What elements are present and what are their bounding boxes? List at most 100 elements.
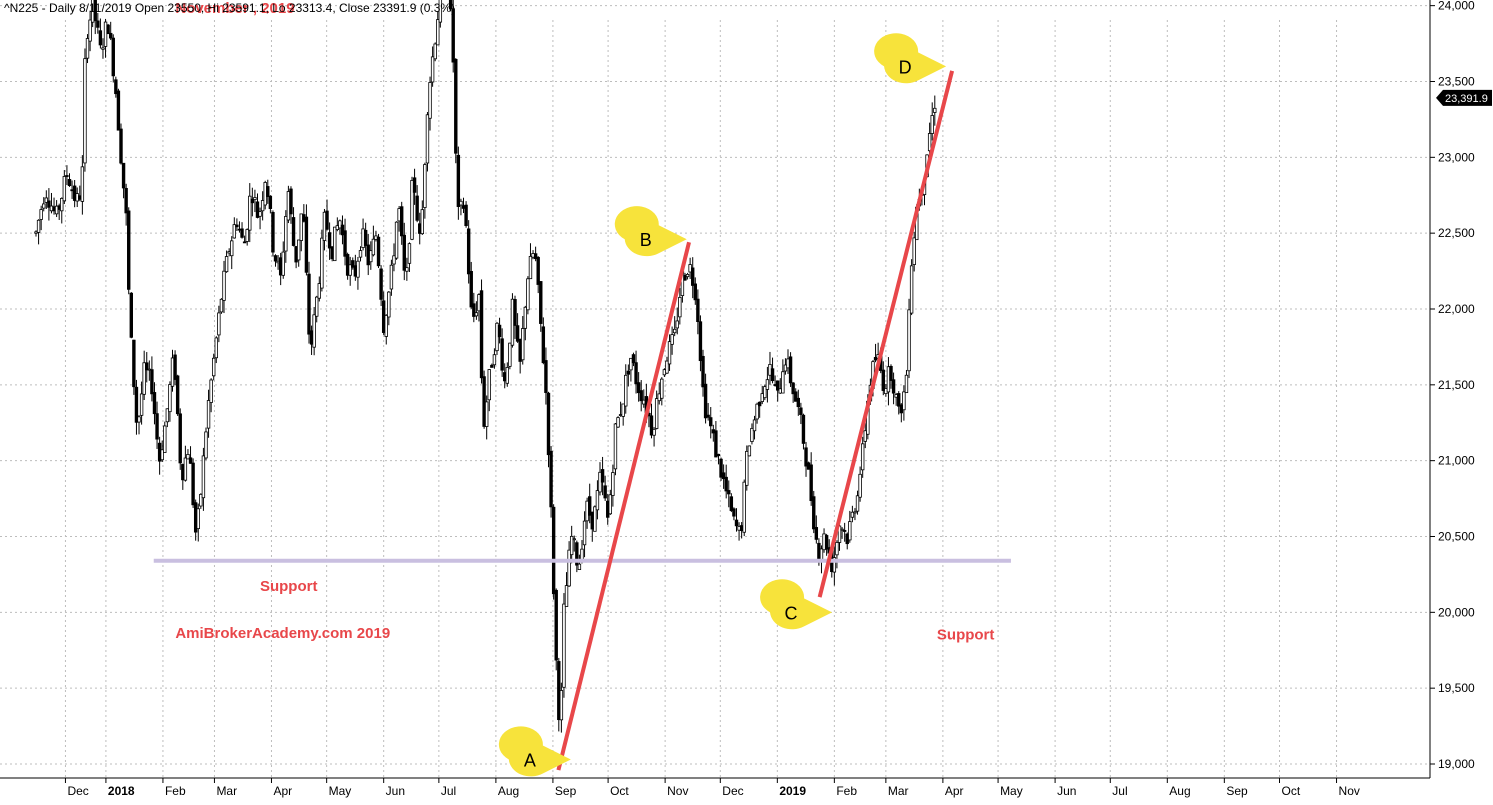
candle-body [508, 342, 512, 367]
candle-body [850, 511, 855, 518]
candle-body [42, 203, 46, 209]
candle-body [721, 472, 726, 480]
candle-body [678, 297, 682, 318]
candle-body [284, 216, 288, 252]
candle-body [757, 401, 762, 407]
candle-body [433, 43, 437, 60]
candle-body [575, 542, 579, 566]
candle-body [271, 211, 275, 253]
candle-body [212, 357, 216, 377]
candle-body [36, 219, 41, 233]
bubble-shape [874, 33, 947, 84]
candle-body [703, 383, 708, 419]
candle-body [196, 508, 200, 529]
candle-body [515, 325, 520, 342]
bubble-shape [760, 579, 833, 630]
candle-body [430, 56, 435, 83]
candle-body [902, 391, 906, 411]
candle-body [709, 417, 713, 427]
candle-body [675, 320, 679, 329]
y-tick-label: 20,500 [1438, 529, 1475, 543]
x-tick-label: May [1000, 784, 1023, 798]
candle-body [291, 217, 296, 246]
candle-body [909, 265, 914, 314]
candle-body [745, 450, 749, 486]
candle-body [742, 481, 746, 533]
candle-body [577, 563, 582, 570]
annotation-text: Support [937, 627, 995, 644]
candle-body [371, 238, 376, 256]
bubble-label: C [785, 603, 798, 623]
candle-body [155, 413, 159, 440]
candle-body [343, 230, 347, 257]
candle-body [752, 419, 757, 432]
annotations: ^N225Nikkei 225November , 2019Resistance… [175, 0, 995, 644]
x-tick-label: Mar [216, 784, 237, 798]
candle-body [119, 128, 123, 164]
candle-body [175, 375, 180, 415]
candle-body [83, 58, 87, 164]
candle-body [451, 8, 455, 63]
candle-body [719, 458, 723, 478]
candle-body [927, 133, 932, 152]
y-tick-label: 23,500 [1438, 74, 1475, 88]
candle-body [521, 328, 525, 361]
candle-body [469, 270, 473, 308]
candle-body [299, 213, 303, 241]
candle-body [536, 256, 540, 285]
candle-body [634, 362, 638, 385]
candle-body [428, 82, 432, 119]
candle-body [402, 234, 406, 271]
candle-body [526, 278, 530, 311]
candle-body [191, 462, 195, 506]
x-tick-label: Jun [386, 784, 405, 798]
candle-body [379, 268, 383, 300]
candle-body [770, 368, 775, 382]
candle-body [672, 328, 677, 334]
x-tick-label: Oct [610, 784, 629, 798]
candle-body [765, 379, 770, 390]
candle-body [348, 264, 352, 276]
candle-body [116, 90, 121, 131]
candle-body [616, 417, 620, 428]
bubble-d: D [874, 33, 947, 84]
x-tick-label: Apr [945, 784, 964, 798]
candle-body [47, 200, 51, 208]
candle-body [858, 473, 862, 498]
candle-body [85, 38, 90, 59]
bubble-label: A [524, 750, 536, 770]
x-tick-label: Aug [1169, 784, 1190, 798]
candle-body [796, 397, 801, 408]
candle-body [132, 339, 136, 388]
candle-body [569, 535, 574, 556]
candle-body [472, 303, 476, 317]
candle-body [106, 24, 110, 35]
candle-body [65, 175, 69, 177]
candle-body [832, 557, 837, 573]
candle-body [173, 354, 177, 380]
candle-body [224, 256, 229, 273]
candle-body [562, 603, 566, 688]
candle-body [652, 428, 656, 436]
candle-body [219, 298, 224, 313]
candle-body [80, 166, 85, 202]
candle-body [268, 195, 273, 209]
candle-body [392, 255, 396, 265]
candle-body [582, 520, 587, 546]
candle-body [129, 292, 133, 338]
candle-body [142, 362, 146, 395]
candle-body [387, 291, 391, 318]
candle-body [296, 239, 301, 261]
candle-body [199, 493, 203, 507]
candle-body [423, 164, 427, 208]
candle-body [533, 253, 538, 260]
bubble-shape [498, 726, 571, 777]
candle-body [204, 431, 208, 459]
candle-body [209, 379, 213, 403]
candle-body [683, 274, 687, 281]
candle-body [124, 187, 128, 214]
candle-body [727, 490, 731, 495]
bubble-label: D [899, 57, 912, 77]
x-tick-label: Oct [1282, 784, 1301, 798]
y-tick-label: 22,000 [1438, 302, 1475, 316]
